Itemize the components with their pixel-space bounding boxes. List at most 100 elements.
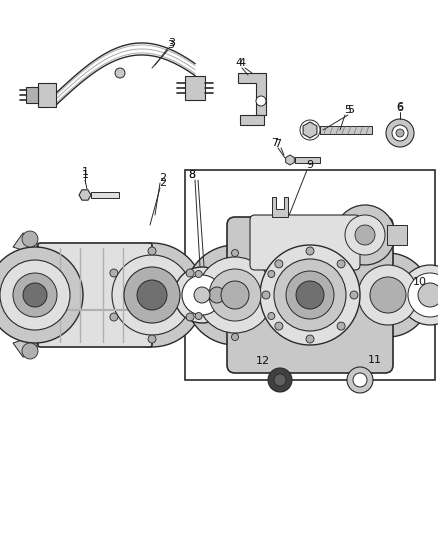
- Circle shape: [350, 291, 358, 299]
- Circle shape: [221, 281, 249, 309]
- Circle shape: [148, 247, 156, 255]
- Circle shape: [335, 205, 395, 265]
- Text: 5: 5: [347, 105, 354, 115]
- Bar: [91, 192, 119, 198]
- Circle shape: [186, 313, 194, 321]
- Circle shape: [358, 265, 418, 325]
- Circle shape: [256, 96, 266, 106]
- FancyBboxPatch shape: [250, 215, 360, 270]
- Circle shape: [268, 312, 275, 319]
- Circle shape: [337, 322, 345, 330]
- FancyBboxPatch shape: [227, 217, 393, 373]
- Circle shape: [186, 269, 194, 277]
- Text: 12: 12: [256, 356, 270, 366]
- Circle shape: [396, 129, 404, 137]
- Circle shape: [195, 312, 202, 319]
- Circle shape: [353, 373, 367, 387]
- Bar: [185, 170, 435, 380]
- Polygon shape: [38, 83, 56, 107]
- Bar: [320, 126, 372, 134]
- Circle shape: [296, 281, 324, 309]
- Text: 7: 7: [272, 138, 279, 148]
- Circle shape: [355, 225, 375, 245]
- Text: 7: 7: [275, 139, 282, 149]
- Circle shape: [392, 125, 408, 141]
- Circle shape: [370, 277, 406, 313]
- Text: 11: 11: [368, 355, 382, 365]
- Text: 3: 3: [169, 38, 176, 48]
- Circle shape: [262, 291, 270, 299]
- Bar: [295, 157, 320, 163]
- Circle shape: [115, 68, 125, 78]
- Circle shape: [232, 249, 239, 256]
- Text: 1: 1: [81, 167, 88, 177]
- Text: 8: 8: [188, 170, 195, 180]
- Circle shape: [306, 335, 314, 343]
- Text: 8: 8: [188, 170, 195, 180]
- Text: 10: 10: [413, 277, 427, 287]
- Circle shape: [400, 265, 438, 325]
- Polygon shape: [79, 190, 91, 200]
- Circle shape: [346, 253, 430, 337]
- Text: 6: 6: [396, 103, 403, 113]
- Circle shape: [194, 287, 210, 303]
- Circle shape: [275, 322, 283, 330]
- Circle shape: [268, 368, 292, 392]
- Circle shape: [100, 243, 204, 347]
- Bar: [200, 285, 235, 305]
- Text: 6: 6: [396, 102, 403, 112]
- Circle shape: [408, 273, 438, 317]
- Text: 1: 1: [81, 170, 88, 180]
- Circle shape: [209, 269, 261, 321]
- Circle shape: [112, 255, 192, 335]
- Circle shape: [182, 275, 222, 315]
- Circle shape: [197, 257, 273, 333]
- Text: 3: 3: [167, 40, 174, 50]
- Polygon shape: [185, 76, 205, 100]
- Circle shape: [137, 280, 167, 310]
- Polygon shape: [13, 335, 37, 357]
- Circle shape: [274, 259, 346, 331]
- Circle shape: [275, 260, 283, 268]
- Circle shape: [22, 231, 38, 247]
- Circle shape: [23, 283, 47, 307]
- Circle shape: [268, 271, 275, 278]
- FancyBboxPatch shape: [38, 243, 152, 347]
- Circle shape: [209, 287, 225, 303]
- Circle shape: [148, 335, 156, 343]
- Text: 4: 4: [238, 58, 246, 68]
- Circle shape: [124, 267, 180, 323]
- Circle shape: [418, 283, 438, 307]
- Text: 2: 2: [159, 173, 166, 183]
- Circle shape: [347, 367, 373, 393]
- Circle shape: [337, 260, 345, 268]
- Circle shape: [232, 334, 239, 341]
- Polygon shape: [303, 122, 317, 138]
- Text: 2: 2: [159, 178, 166, 188]
- Circle shape: [195, 271, 202, 278]
- Polygon shape: [238, 73, 266, 115]
- Circle shape: [386, 119, 414, 147]
- Circle shape: [345, 215, 385, 255]
- Circle shape: [274, 374, 286, 386]
- Circle shape: [0, 260, 70, 330]
- Circle shape: [174, 267, 230, 323]
- Circle shape: [260, 245, 360, 345]
- Polygon shape: [272, 197, 288, 217]
- Polygon shape: [240, 115, 264, 125]
- Polygon shape: [286, 155, 294, 165]
- Circle shape: [306, 247, 314, 255]
- Polygon shape: [26, 87, 38, 103]
- Polygon shape: [387, 225, 407, 245]
- Circle shape: [13, 273, 57, 317]
- Circle shape: [0, 247, 83, 343]
- Circle shape: [110, 269, 118, 277]
- Polygon shape: [13, 233, 37, 255]
- Circle shape: [185, 245, 285, 345]
- Text: 9: 9: [307, 160, 314, 170]
- Text: 4: 4: [236, 58, 243, 68]
- Circle shape: [286, 271, 334, 319]
- Circle shape: [22, 343, 38, 359]
- Text: 5: 5: [345, 105, 352, 115]
- Circle shape: [110, 313, 118, 321]
